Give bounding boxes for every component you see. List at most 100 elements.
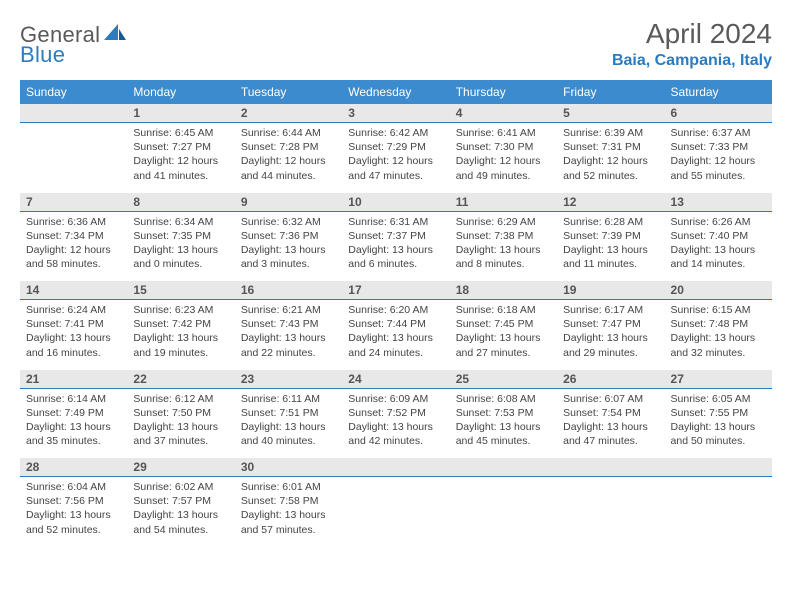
sunset-line: Sunset: 7:39 PM	[563, 229, 658, 243]
day-number-cell: 24	[342, 370, 449, 389]
daylight-line: Daylight: 13 hours and 22 minutes.	[241, 331, 336, 359]
day-number-cell: 21	[20, 370, 127, 389]
sunset-line: Sunset: 7:50 PM	[133, 406, 228, 420]
day-number-cell: 5	[557, 104, 664, 123]
sunrise-line: Sunrise: 6:32 AM	[241, 215, 336, 229]
daylight-line: Daylight: 13 hours and 42 minutes.	[348, 420, 443, 448]
sunset-line: Sunset: 7:34 PM	[26, 229, 121, 243]
daylight-line: Daylight: 12 hours and 44 minutes.	[241, 154, 336, 182]
sunrise-line: Sunrise: 6:37 AM	[671, 126, 766, 140]
day-content-cell: Sunrise: 6:14 AMSunset: 7:49 PMDaylight:…	[20, 388, 127, 458]
day-content-cell	[665, 477, 772, 547]
daylight-line: Daylight: 12 hours and 47 minutes.	[348, 154, 443, 182]
day-number-cell: 1	[127, 104, 234, 123]
sunset-line: Sunset: 7:37 PM	[348, 229, 443, 243]
dayname-row: Sunday Monday Tuesday Wednesday Thursday…	[20, 80, 772, 104]
sunrise-line: Sunrise: 6:12 AM	[133, 392, 228, 406]
daylight-line: Daylight: 13 hours and 14 minutes.	[671, 243, 766, 271]
daylight-line: Daylight: 13 hours and 54 minutes.	[133, 508, 228, 536]
day-number-cell	[557, 458, 664, 477]
daylight-line: Daylight: 13 hours and 29 minutes.	[563, 331, 658, 359]
daylight-line: Daylight: 13 hours and 47 minutes.	[563, 420, 658, 448]
sunset-line: Sunset: 7:53 PM	[456, 406, 551, 420]
day-number-cell	[450, 458, 557, 477]
content-row: Sunrise: 6:04 AMSunset: 7:56 PMDaylight:…	[20, 477, 772, 547]
calendar-table: Sunday Monday Tuesday Wednesday Thursday…	[20, 80, 772, 547]
sunset-line: Sunset: 7:44 PM	[348, 317, 443, 331]
daylight-line: Daylight: 13 hours and 37 minutes.	[133, 420, 228, 448]
daylight-line: Daylight: 12 hours and 55 minutes.	[671, 154, 766, 182]
sunrise-line: Sunrise: 6:07 AM	[563, 392, 658, 406]
daylight-line: Daylight: 13 hours and 32 minutes.	[671, 331, 766, 359]
day-content-cell: Sunrise: 6:37 AMSunset: 7:33 PMDaylight:…	[665, 123, 772, 193]
sunrise-line: Sunrise: 6:45 AM	[133, 126, 228, 140]
content-row: Sunrise: 6:36 AMSunset: 7:34 PMDaylight:…	[20, 211, 772, 281]
day-number-cell: 11	[450, 193, 557, 212]
sunset-line: Sunset: 7:28 PM	[241, 140, 336, 154]
day-number-cell: 28	[20, 458, 127, 477]
calendar-body: 123456Sunrise: 6:45 AMSunset: 7:27 PMDay…	[20, 104, 772, 547]
day-content-cell: Sunrise: 6:29 AMSunset: 7:38 PMDaylight:…	[450, 211, 557, 281]
day-number-cell: 25	[450, 370, 557, 389]
sunset-line: Sunset: 7:55 PM	[671, 406, 766, 420]
day-content-cell: Sunrise: 6:23 AMSunset: 7:42 PMDaylight:…	[127, 300, 234, 370]
day-number-cell: 9	[235, 193, 342, 212]
day-content-cell: Sunrise: 6:45 AMSunset: 7:27 PMDaylight:…	[127, 123, 234, 193]
day-content-cell: Sunrise: 6:02 AMSunset: 7:57 PMDaylight:…	[127, 477, 234, 547]
sunrise-line: Sunrise: 6:14 AM	[26, 392, 121, 406]
day-number-cell: 29	[127, 458, 234, 477]
sunset-line: Sunset: 7:36 PM	[241, 229, 336, 243]
sunset-line: Sunset: 7:35 PM	[133, 229, 228, 243]
daylight-line: Daylight: 13 hours and 50 minutes.	[671, 420, 766, 448]
day-content-cell: Sunrise: 6:32 AMSunset: 7:36 PMDaylight:…	[235, 211, 342, 281]
day-number-cell: 8	[127, 193, 234, 212]
day-number-cell	[20, 104, 127, 123]
sunset-line: Sunset: 7:45 PM	[456, 317, 551, 331]
day-number-cell: 10	[342, 193, 449, 212]
sunset-line: Sunset: 7:48 PM	[671, 317, 766, 331]
sunrise-line: Sunrise: 6:02 AM	[133, 480, 228, 494]
dayname-wed: Wednesday	[342, 80, 449, 104]
sunrise-line: Sunrise: 6:29 AM	[456, 215, 551, 229]
dayname-thu: Thursday	[450, 80, 557, 104]
day-number-cell: 2	[235, 104, 342, 123]
dayname-tue: Tuesday	[235, 80, 342, 104]
brand-part2-wrap: Blue	[20, 42, 65, 68]
dayname-sat: Saturday	[665, 80, 772, 104]
day-content-cell: Sunrise: 6:09 AMSunset: 7:52 PMDaylight:…	[342, 388, 449, 458]
daylight-line: Daylight: 13 hours and 35 minutes.	[26, 420, 121, 448]
daylight-line: Daylight: 13 hours and 8 minutes.	[456, 243, 551, 271]
day-number-cell: 27	[665, 370, 772, 389]
daylight-line: Daylight: 13 hours and 19 minutes.	[133, 331, 228, 359]
daylight-line: Daylight: 13 hours and 11 minutes.	[563, 243, 658, 271]
sunrise-line: Sunrise: 6:09 AM	[348, 392, 443, 406]
day-number-cell: 12	[557, 193, 664, 212]
sunrise-line: Sunrise: 6:44 AM	[241, 126, 336, 140]
daylight-line: Daylight: 13 hours and 57 minutes.	[241, 508, 336, 536]
sunrise-line: Sunrise: 6:41 AM	[456, 126, 551, 140]
sunset-line: Sunset: 7:33 PM	[671, 140, 766, 154]
sunset-line: Sunset: 7:30 PM	[456, 140, 551, 154]
day-number-cell: 30	[235, 458, 342, 477]
sunset-line: Sunset: 7:29 PM	[348, 140, 443, 154]
month-title: April 2024	[612, 18, 772, 50]
sunset-line: Sunset: 7:41 PM	[26, 317, 121, 331]
sunrise-line: Sunrise: 6:28 AM	[563, 215, 658, 229]
day-content-cell: Sunrise: 6:04 AMSunset: 7:56 PMDaylight:…	[20, 477, 127, 547]
content-row: Sunrise: 6:14 AMSunset: 7:49 PMDaylight:…	[20, 388, 772, 458]
day-number-cell	[665, 458, 772, 477]
day-number-cell: 23	[235, 370, 342, 389]
sunrise-line: Sunrise: 6:08 AM	[456, 392, 551, 406]
title-block: April 2024 Baia, Campania, Italy	[612, 18, 772, 70]
sunrise-line: Sunrise: 6:20 AM	[348, 303, 443, 317]
day-number-cell: 4	[450, 104, 557, 123]
daynum-row: 282930	[20, 458, 772, 477]
daynum-row: 21222324252627	[20, 370, 772, 389]
brand-part2: Blue	[20, 42, 65, 67]
day-number-cell: 17	[342, 281, 449, 300]
day-number-cell: 15	[127, 281, 234, 300]
daylight-line: Daylight: 13 hours and 40 minutes.	[241, 420, 336, 448]
day-content-cell: Sunrise: 6:12 AMSunset: 7:50 PMDaylight:…	[127, 388, 234, 458]
day-number-cell: 7	[20, 193, 127, 212]
day-number-cell: 26	[557, 370, 664, 389]
